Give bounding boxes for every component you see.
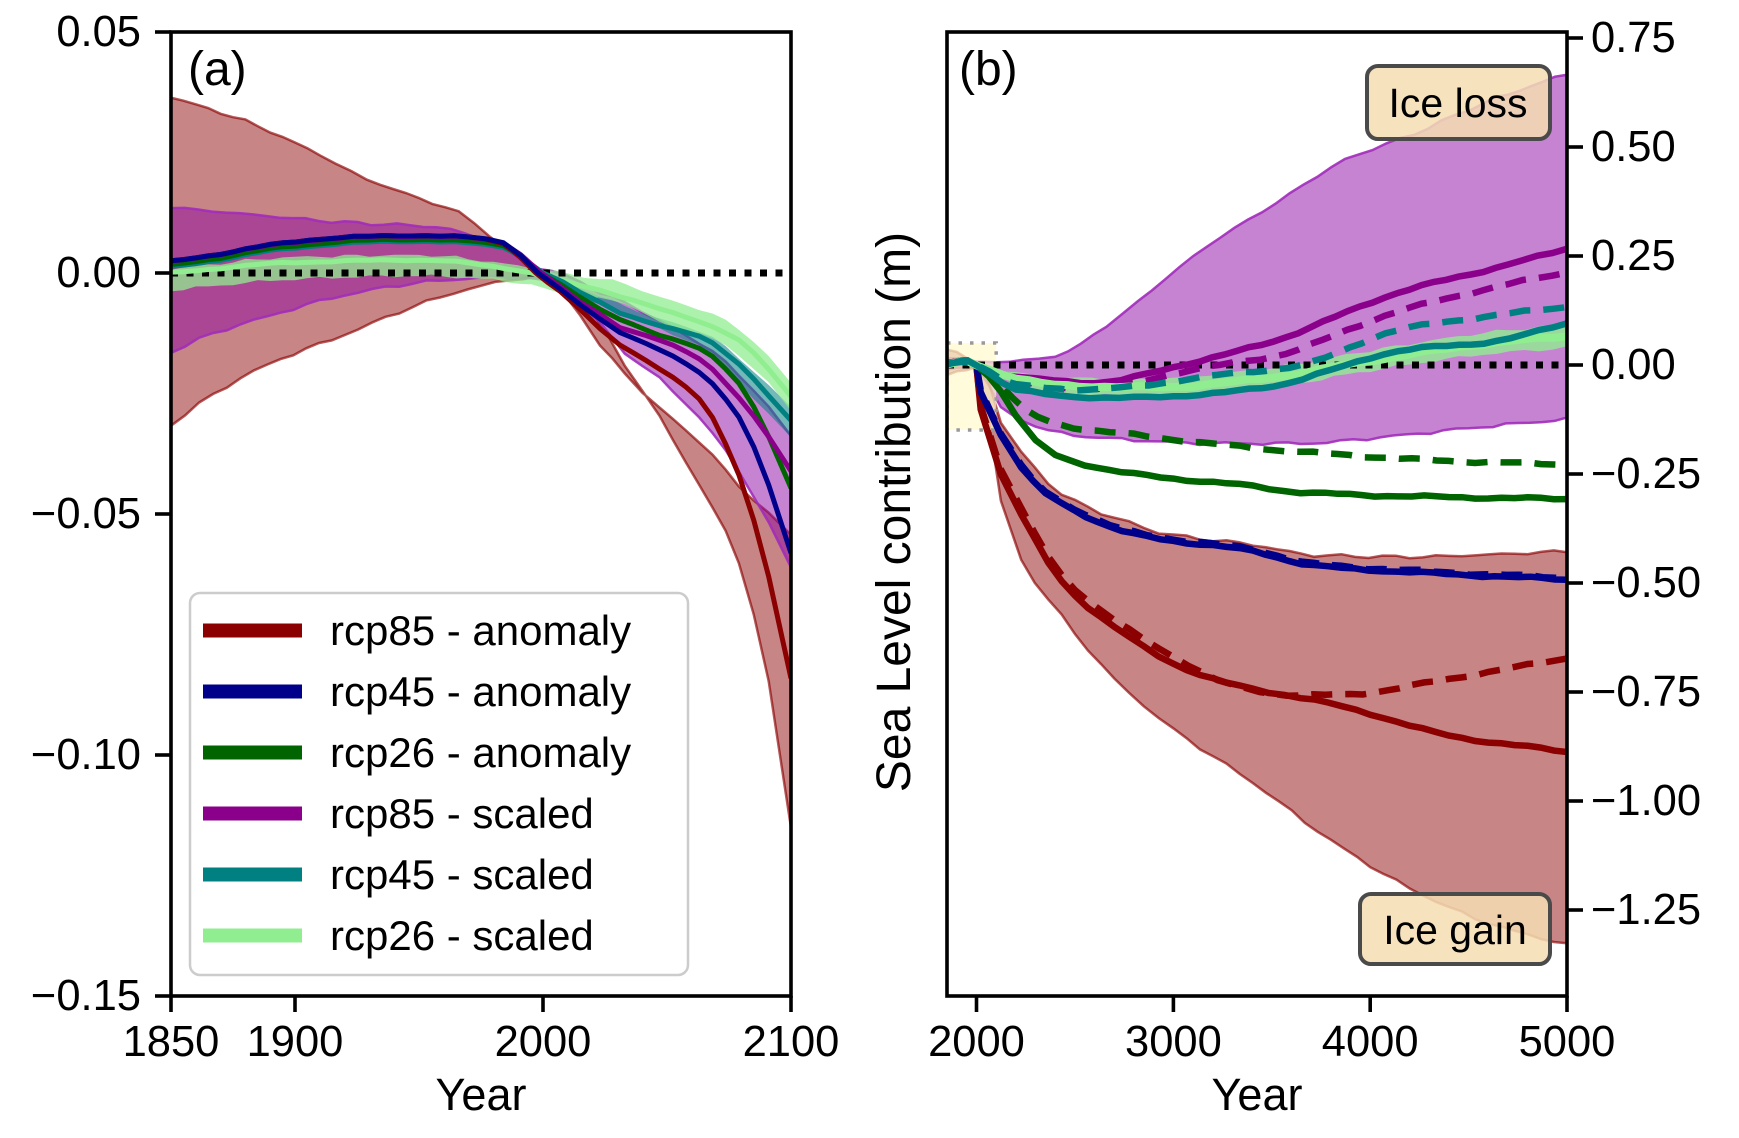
svg-text:−1.25: −1.25 bbox=[1591, 886, 1701, 934]
svg-text:−0.50: −0.50 bbox=[1591, 559, 1701, 607]
svg-text:−0.25: −0.25 bbox=[1591, 450, 1701, 498]
svg-text:4000: 4000 bbox=[1322, 1018, 1419, 1066]
svg-text:rcp45 - scaled: rcp45 - scaled bbox=[330, 851, 594, 898]
svg-text:Sea Level contribution (m): Sea Level contribution (m) bbox=[868, 232, 921, 792]
svg-text:−0.15: −0.15 bbox=[31, 972, 141, 1020]
svg-text:0.75: 0.75 bbox=[1591, 14, 1676, 62]
svg-text:0.50: 0.50 bbox=[1591, 123, 1676, 171]
svg-text:(b): (b) bbox=[959, 43, 1018, 96]
svg-text:0.00: 0.00 bbox=[1591, 341, 1676, 389]
svg-text:5000: 5000 bbox=[1519, 1018, 1616, 1066]
svg-text:−0.10: −0.10 bbox=[31, 731, 141, 779]
svg-text:Year: Year bbox=[436, 1069, 527, 1120]
svg-text:Ice loss: Ice loss bbox=[1389, 80, 1528, 126]
svg-text:(a): (a) bbox=[188, 43, 247, 96]
svg-text:Ice gain: Ice gain bbox=[1383, 907, 1527, 953]
svg-text:rcp26 - anomaly: rcp26 - anomaly bbox=[330, 729, 631, 776]
svg-text:2000: 2000 bbox=[928, 1018, 1025, 1066]
svg-text:rcp85 - scaled: rcp85 - scaled bbox=[330, 790, 594, 837]
svg-text:−0.05: −0.05 bbox=[31, 490, 141, 538]
svg-text:rcp26 - scaled: rcp26 - scaled bbox=[330, 912, 594, 959]
svg-text:0.05: 0.05 bbox=[56, 8, 141, 56]
svg-text:rcp45 - anomaly: rcp45 - anomaly bbox=[330, 668, 631, 715]
svg-text:2100: 2100 bbox=[743, 1018, 840, 1066]
svg-text:2000: 2000 bbox=[495, 1018, 592, 1066]
svg-text:rcp85 - anomaly: rcp85 - anomaly bbox=[330, 607, 631, 654]
svg-text:1850: 1850 bbox=[123, 1018, 220, 1066]
svg-text:0.00: 0.00 bbox=[56, 249, 141, 297]
svg-text:−0.75: −0.75 bbox=[1591, 668, 1701, 716]
svg-text:3000: 3000 bbox=[1125, 1018, 1222, 1066]
svg-text:1900: 1900 bbox=[247, 1018, 344, 1066]
svg-text:Year: Year bbox=[1212, 1069, 1303, 1120]
svg-text:0.25: 0.25 bbox=[1591, 232, 1676, 280]
svg-text:−1.00: −1.00 bbox=[1591, 777, 1701, 825]
